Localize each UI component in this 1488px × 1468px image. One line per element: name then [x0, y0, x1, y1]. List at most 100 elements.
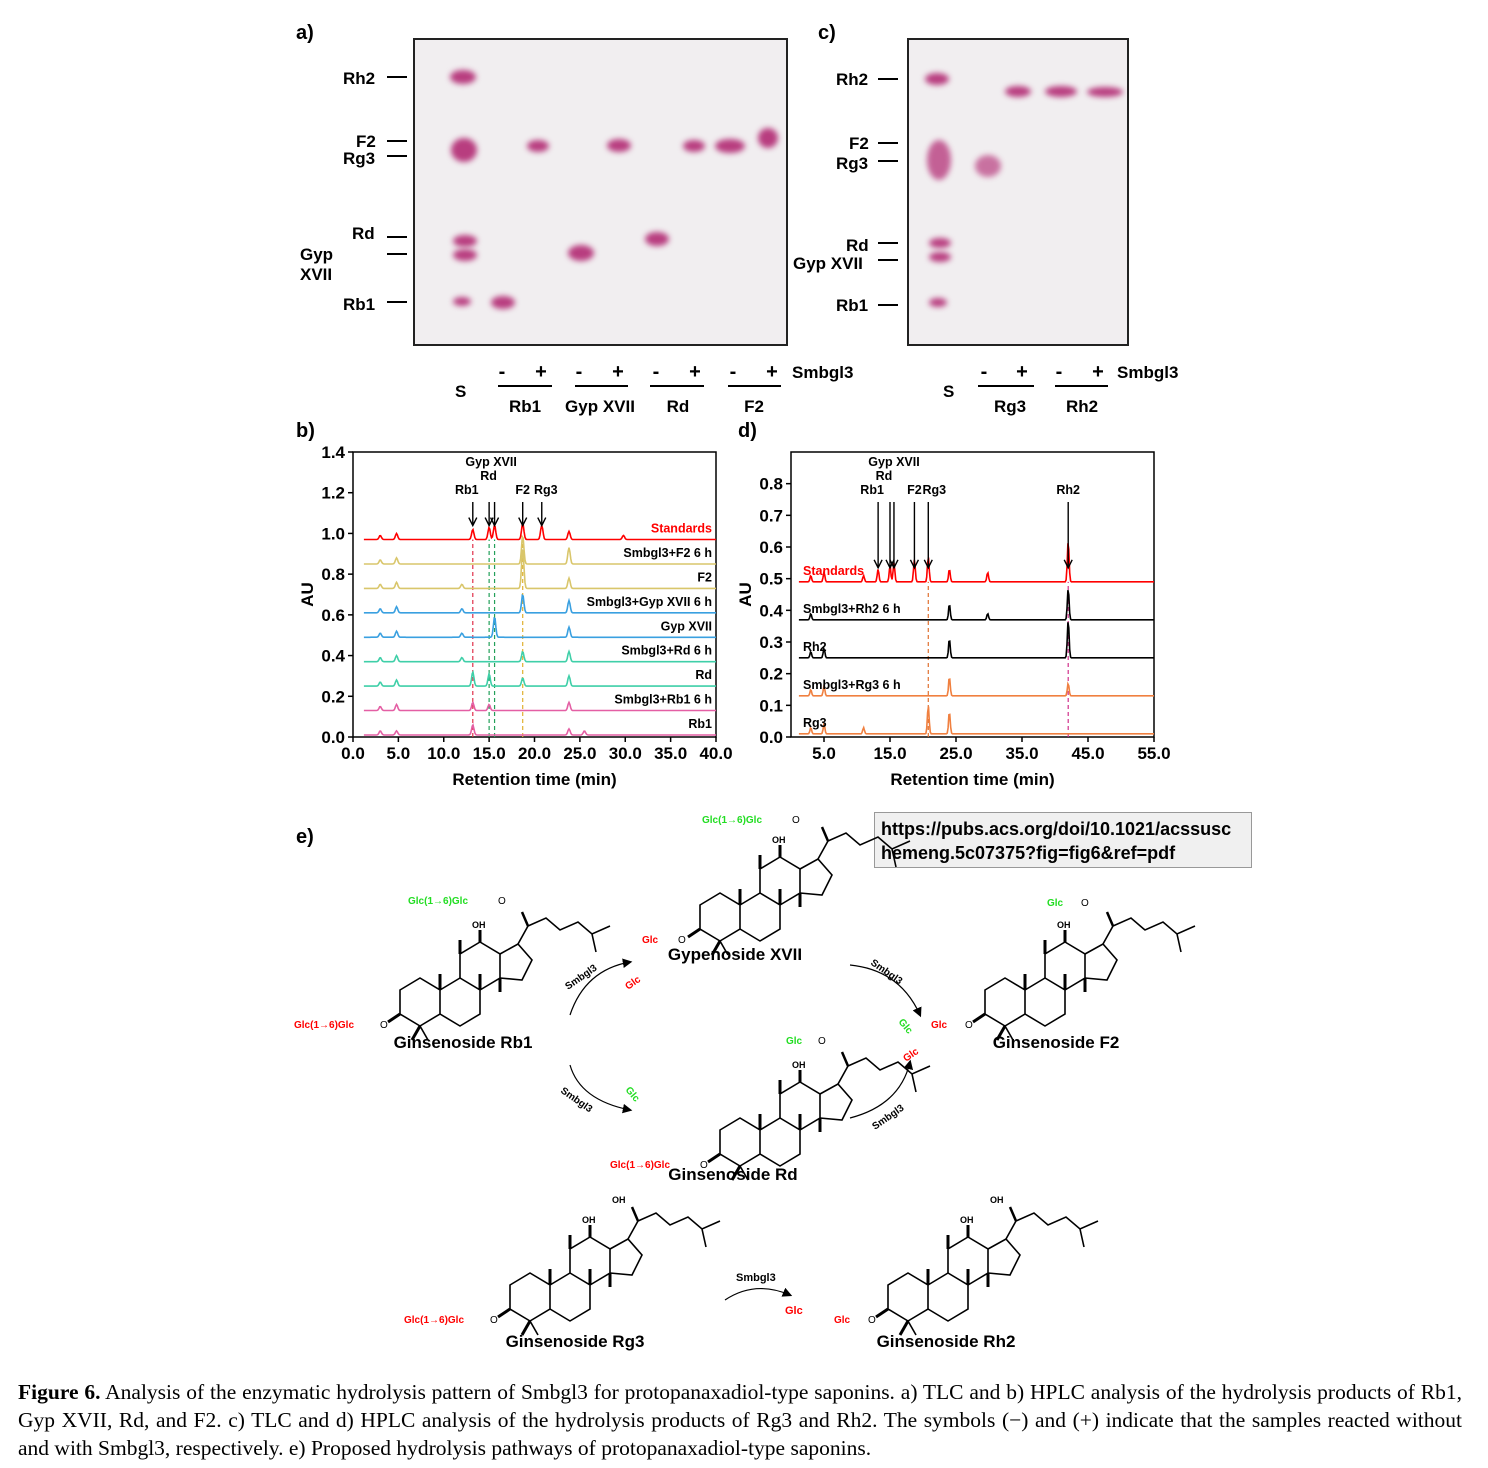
- rh2-oh-20: OH: [990, 1195, 1004, 1205]
- y-tick-label: 0.6: [321, 606, 345, 625]
- rh2-name: Ginsenoside Rh2: [877, 1332, 1016, 1351]
- caption-text: Analysis of the enzymatic hydrolysis pat…: [18, 1380, 1462, 1460]
- peak-arrowhead: [909, 559, 920, 570]
- arrow-gyp-f2-glc: Glc: [896, 1017, 915, 1037]
- panel-label-e: e): [296, 826, 314, 848]
- tlc-a-label-rh2: Rh2: [343, 69, 376, 88]
- tlc-c-sign-4: +: [1092, 361, 1104, 383]
- series-label-7: Smbgl3+Rb1 6 h: [614, 693, 712, 707]
- x-tick-label: 30.0: [609, 744, 642, 763]
- rb1-name: Ginsenoside Rb1: [394, 1033, 533, 1052]
- y-tick-label: 0.8: [759, 475, 783, 494]
- y-tick-label: 0.0: [321, 728, 345, 747]
- f2-name: Ginsenoside F2: [993, 1033, 1120, 1052]
- rd-c3-o: O: [700, 1160, 708, 1171]
- x-tick-label: 25.0: [939, 744, 972, 763]
- series-label-3: Smbgl3+Gyp XVII 6 h: [587, 595, 712, 609]
- y-tick-label: 0.4: [759, 601, 783, 620]
- trace-5: [363, 649, 716, 663]
- rd-name: Ginsenoside Rd: [668, 1165, 797, 1184]
- x-tick-label: 5.0: [387, 744, 411, 763]
- trace-0: [363, 522, 716, 541]
- tlc-a-label-rg3: Rg3: [343, 149, 376, 168]
- tlc-c-enzyme-label: Smbgl3: [1117, 363, 1178, 382]
- peak-arrowhead: [489, 517, 500, 528]
- peak-arrowhead: [923, 559, 933, 570]
- tlc-c-group-rg3: Rg3: [994, 397, 1026, 416]
- series-label-0: Standards: [651, 522, 712, 536]
- tlc-c-label-rg3: Rg3: [836, 154, 869, 173]
- y-tick-label: 1.2: [321, 484, 345, 503]
- trace-4: [363, 616, 716, 639]
- tlc-a-sign-4: +: [612, 361, 624, 383]
- plot-frame: [790, 451, 1155, 738]
- rg3-name: Ginsenoside Rg3: [506, 1332, 645, 1351]
- peak-arrowhead: [1063, 559, 1073, 570]
- rb1-c20-sugar: Glc(1→6)Glc: [408, 896, 468, 907]
- tlc-a-label-rd: Rd: [352, 224, 375, 243]
- x-tick-label: 35.0: [654, 744, 687, 763]
- rh2-c3-o: O: [868, 1315, 876, 1326]
- source-url-box[interactable]: https://pubs.acs.org/doi/10.1021/acssusc…: [874, 812, 1252, 868]
- arrow-rd-f2-glc: Glc: [901, 1046, 921, 1065]
- source-url-line-1: https://pubs.acs.org/doi/10.1021/acssusc: [881, 819, 1232, 839]
- tlc-c-label-rd: Rd: [846, 236, 869, 255]
- trace-6: [363, 669, 716, 687]
- trace-4: [798, 706, 1154, 735]
- tlc-a-sign-6: +: [689, 361, 701, 383]
- y-tick-label: 0.1: [759, 696, 783, 715]
- rb1-c3-o: O: [380, 1020, 388, 1031]
- tlc-a-enzyme-label: Smbgl3: [792, 363, 853, 382]
- tlc-c-group-rh2: Rh2: [1066, 397, 1098, 416]
- arrow-rb1-rd-glc: Glc: [623, 1085, 642, 1105]
- arrow-rg3-rh2-glc: Glc: [785, 1305, 803, 1317]
- rd-oh-label: OH: [792, 1060, 806, 1070]
- tlc-a-sign-2: +: [535, 361, 547, 383]
- peak-label: Rd: [480, 469, 497, 483]
- tlc-a-sign-5: -: [653, 361, 660, 383]
- rd-c20-o: O: [818, 1036, 826, 1047]
- arrow-rb1-to-rd: [569, 1064, 633, 1114]
- x-tick-label: 0.0: [341, 744, 365, 763]
- tlc-c-label-rh2: Rh2: [836, 70, 869, 89]
- y-tick-label: 0.3: [759, 633, 783, 652]
- tlc-a-standard: S: [455, 382, 466, 401]
- arrow-rg3-to-rh2: [724, 1287, 793, 1301]
- peak-label: F2: [515, 483, 530, 497]
- y-axis-label: AU: [298, 582, 317, 607]
- tlc-a-sign-8: +: [766, 361, 778, 383]
- peak-label: Rh2: [1056, 483, 1080, 497]
- tlc-a-label-rb1: Rb1: [343, 295, 376, 314]
- trace-7: [363, 700, 716, 712]
- y-tick-label: 0.8: [321, 565, 345, 584]
- series-label-3: Smbgl3+Rg3 6 h: [803, 678, 901, 692]
- peak-arrowhead: [468, 517, 478, 528]
- y-tick-label: 0.0: [759, 728, 783, 747]
- y-tick-label: 0.4: [321, 647, 345, 666]
- series-label-1: Smbgl3+F2 6 h: [623, 546, 712, 560]
- peak-label: Rb1: [455, 483, 479, 497]
- rb1-c3-sugar: Glc(1→6)Glc: [294, 1020, 354, 1031]
- arrow-rb1-to-gyp: [569, 958, 633, 1016]
- trace-3: [363, 593, 716, 614]
- tlc-plate-c: [907, 38, 1129, 346]
- y-tick-label: 0.2: [321, 687, 345, 706]
- arrow-gyp-to-f2: [849, 964, 922, 1018]
- trace-3: [798, 678, 1154, 697]
- pathway-diagram: OH Glc(1→6)Glc O Glc(1→6)Glc O Ginsenosi…: [294, 815, 1197, 1351]
- peak-label: Rg3: [534, 483, 558, 497]
- rg3-oh-20: OH: [612, 1195, 626, 1205]
- panel-label-d: d): [738, 420, 757, 442]
- arrow-rd-f2-enzyme: Smbgl3: [870, 1102, 906, 1132]
- tlc-c-standard: S: [943, 382, 954, 401]
- rg3-c3-o: O: [490, 1315, 498, 1326]
- f2-oh-label: OH: [1057, 920, 1071, 930]
- series-label-4: Gyp XVII: [661, 619, 712, 633]
- hplc-chart-b: 0.0 5.0 10.0 15.0 20.0 25.0 30.0 35.0 40.0 0.0 0.2…: [298, 443, 733, 789]
- gyp-c3-sugar: Glc: [642, 935, 659, 946]
- tlc-a-sign-7: -: [730, 361, 737, 383]
- figure-caption: Figure 6. Analysis of the enzymatic hydr…: [18, 1378, 1462, 1462]
- arrow-gyp-f2-enzyme: Smbgl3: [868, 957, 904, 987]
- trace-0: [798, 543, 1154, 583]
- tlc-c-label-f2: F2: [849, 134, 869, 153]
